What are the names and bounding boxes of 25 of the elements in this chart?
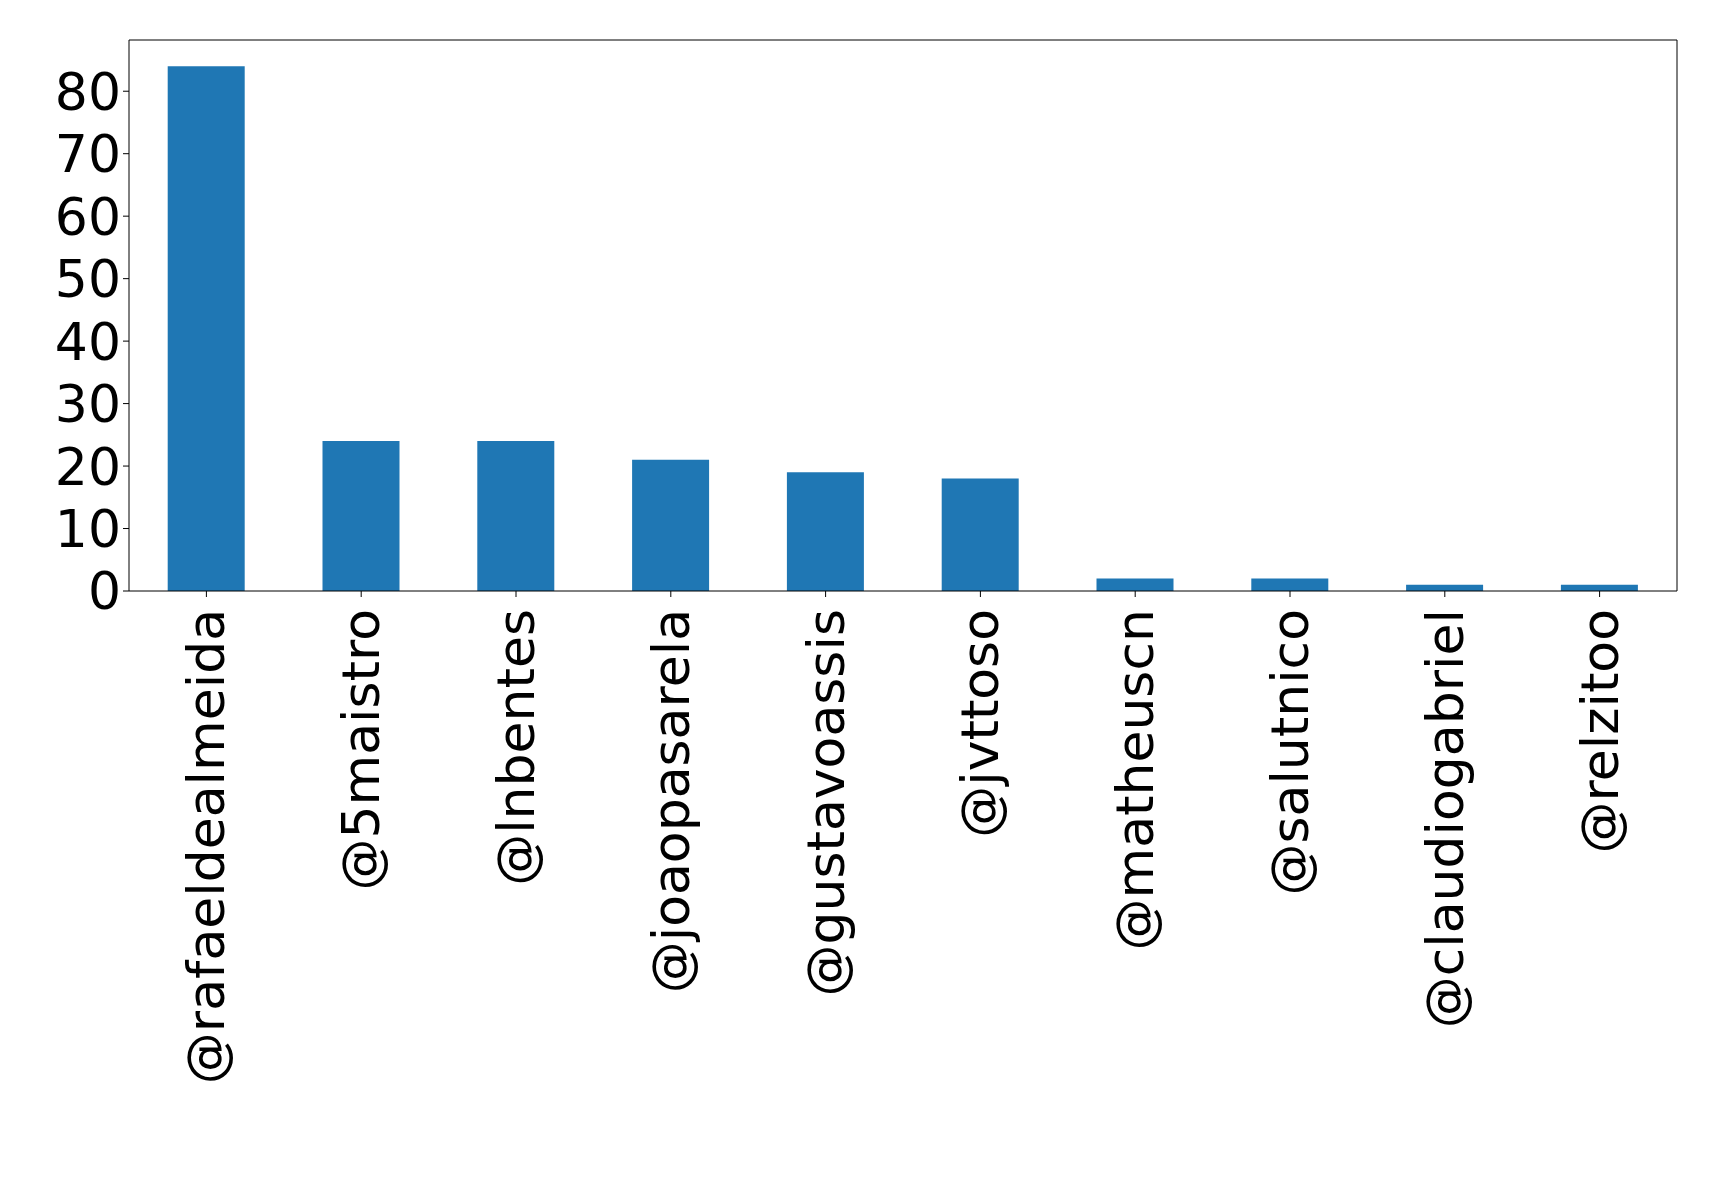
y-tick-label: 0 xyxy=(87,561,121,622)
y-tick-label: 60 xyxy=(54,186,121,247)
x-tick-label: @jvttoso xyxy=(950,609,1011,838)
bar xyxy=(167,66,245,591)
x-tick-label: @claudiogabriel xyxy=(1414,609,1475,1029)
bar xyxy=(786,472,864,591)
y-tick-label: 10 xyxy=(54,498,121,559)
x-tick-label: @joaopasarela xyxy=(640,609,701,994)
y-tick-label: 20 xyxy=(54,436,121,497)
y-tick-label: 50 xyxy=(54,249,121,310)
y-tick-label: 80 xyxy=(54,61,121,122)
x-tick-label: @matheuscn xyxy=(1105,609,1166,951)
y-tick-label: 40 xyxy=(54,311,121,372)
bar xyxy=(322,441,400,591)
x-tick-label: @5maistro xyxy=(331,609,392,891)
y-tick-label: 30 xyxy=(54,374,121,435)
bar xyxy=(941,478,1019,591)
bar xyxy=(477,441,555,591)
x-tick-label: @salutnico xyxy=(1260,609,1320,896)
x-tick-label: @gustavoassis xyxy=(795,609,856,997)
bar xyxy=(632,459,710,591)
y-tick-label: 70 xyxy=(54,124,121,185)
x-tick-label: @relzitoo xyxy=(1569,609,1630,854)
x-tick-label: @rafaeldealmeida xyxy=(176,609,237,1085)
x-tick-label: @lnbentes xyxy=(486,609,546,886)
